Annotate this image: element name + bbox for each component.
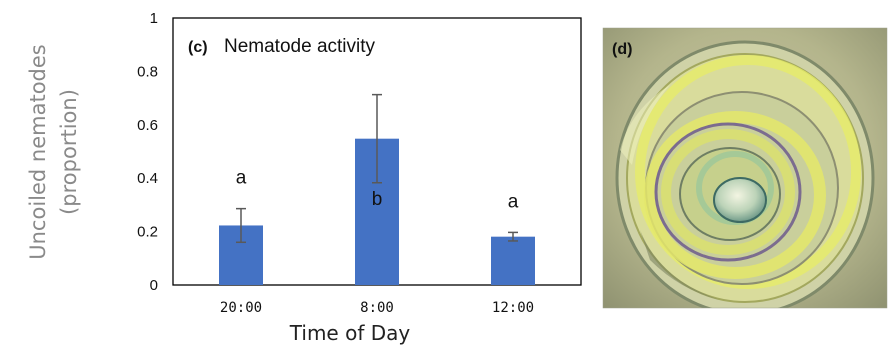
significance-label: b	[372, 189, 383, 210]
photo-frame	[602, 27, 888, 309]
x-axis-label: Time of Day	[289, 321, 411, 345]
x-tick-labels: 20:00 8:00 12:00	[220, 300, 534, 316]
y-tick-label: 0.6	[137, 117, 158, 134]
significance-label: a	[236, 168, 247, 189]
x-tick-label: 20:00	[220, 300, 262, 316]
significance-labels: a b a	[236, 168, 519, 213]
chart-title: Nematode activity	[224, 36, 376, 57]
photo-panel-tag: (d)	[612, 41, 632, 58]
y-tick-labels: 0 0.2 0.4 0.6 0.8 1	[137, 10, 158, 294]
error-bar	[236, 207, 246, 244]
y-tick-label: 1	[150, 10, 158, 27]
y-tick-label: 0	[150, 277, 158, 294]
y-tick-label: 0.2	[137, 224, 158, 241]
y-tick-label: 0.8	[137, 63, 158, 80]
y-axis-label: Uncoiled nematodes (proportion)	[26, 44, 81, 260]
bar	[491, 236, 535, 285]
error-bars	[236, 93, 518, 244]
error-bar	[508, 231, 518, 242]
panel-tag: (c)	[188, 39, 208, 56]
x-tick-label: 8:00	[360, 300, 394, 316]
nematode-photo	[603, 28, 887, 308]
y-tick-label: 0.4	[137, 170, 158, 187]
y-axis-label-line2: (proportion)	[57, 89, 81, 215]
y-axis-label-line1: Uncoiled nematodes	[26, 44, 50, 260]
significance-label: a	[508, 191, 519, 212]
error-bar	[372, 93, 382, 184]
x-tick-label: 12:00	[492, 300, 534, 316]
